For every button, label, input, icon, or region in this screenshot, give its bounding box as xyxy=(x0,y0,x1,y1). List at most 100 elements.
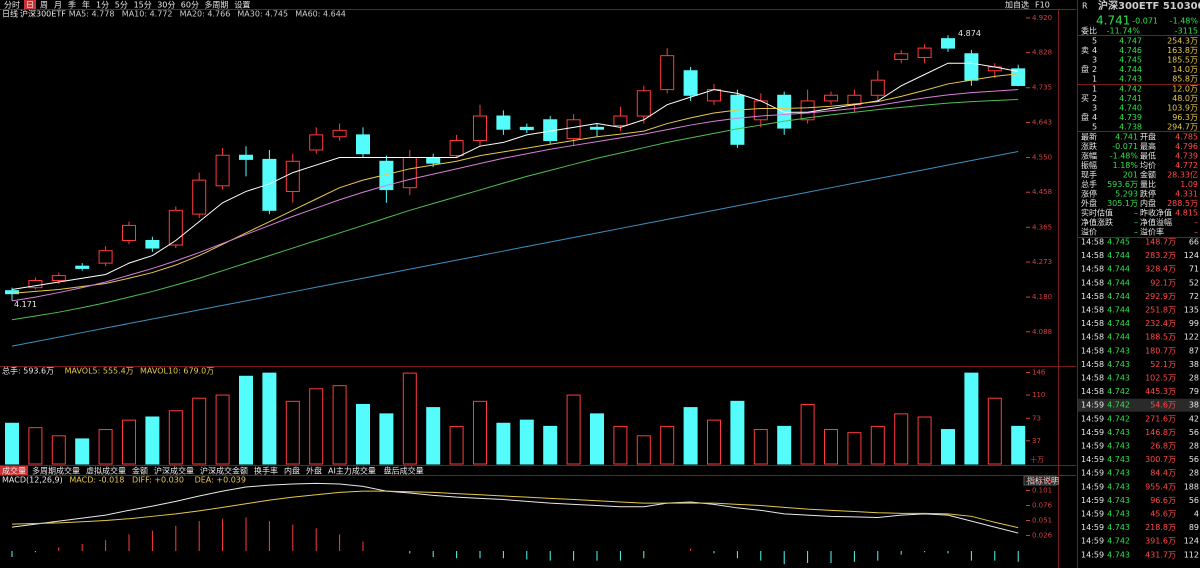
indicator-tab[interactable]: 外盘 xyxy=(306,466,322,476)
candle-body xyxy=(192,179,207,215)
period-tab[interactable]: 月 xyxy=(54,1,62,10)
candle-body xyxy=(285,160,300,192)
indicator-tab[interactable]: 盘后成交量 xyxy=(384,466,424,476)
stat-label: 最新 xyxy=(1081,132,1097,142)
y-tick-label: 0.076 xyxy=(1032,502,1053,510)
period-tab[interactable]: 30分 xyxy=(157,1,175,10)
period-tab[interactable]: 1分 xyxy=(96,1,109,10)
y-tick-label: 4.920 xyxy=(1032,14,1052,22)
volume-bar xyxy=(636,435,651,465)
trade-price: 4.744 xyxy=(1107,265,1130,274)
trade-volume: 955.4万 xyxy=(1145,482,1176,491)
volume-bar xyxy=(285,400,300,465)
candle-body xyxy=(1011,68,1026,86)
trade-time: 14:59 xyxy=(1081,469,1104,478)
y-tick-label: 4.273 xyxy=(1032,258,1052,266)
period-tab[interactable]: 15分 xyxy=(134,1,152,10)
stat-value: 201 xyxy=(1123,171,1138,180)
macd-header: DIFF: +0.030 xyxy=(132,476,184,485)
book-price: 4.746 xyxy=(1119,46,1142,55)
book-level: 4 xyxy=(1092,113,1097,122)
volume-bar xyxy=(356,403,370,465)
indicator-tab[interactable]: 成交量 xyxy=(2,466,26,476)
indicator-tab[interactable]: 金额 xyxy=(132,466,148,476)
volume-bar xyxy=(332,385,347,465)
period-tab[interactable]: 周 xyxy=(40,1,48,10)
y-tick-label: 4.458 xyxy=(1032,188,1052,196)
stat-value: 4.331 xyxy=(1175,190,1198,199)
trade-volume: 431.7万 xyxy=(1145,550,1176,559)
change: -0.071 xyxy=(1132,17,1158,26)
volume-bar xyxy=(309,388,324,465)
period-tab[interactable]: 季 xyxy=(68,0,76,10)
trade-count: 87 xyxy=(1189,346,1199,355)
volume-bar xyxy=(379,413,394,465)
volume-bar xyxy=(964,372,979,465)
volume-bar xyxy=(824,429,838,465)
volume-bar xyxy=(660,425,675,465)
help-button[interactable] xyxy=(1023,475,1057,486)
ma-line xyxy=(11,62,1019,291)
trade-count: 112 xyxy=(1184,550,1199,559)
candle-body xyxy=(613,115,628,126)
trade-price: 4.742 xyxy=(1107,537,1130,546)
tab-active xyxy=(24,0,36,9)
volume-bar xyxy=(98,429,113,465)
trade-volume: 328.4万 xyxy=(1145,265,1176,274)
indicator-tab[interactable]: 虚拟成交量 xyxy=(86,466,126,476)
toolbar-button[interactable]: 加自选 xyxy=(1005,0,1029,10)
trade-time: 14:58 xyxy=(1081,387,1104,396)
candle-body xyxy=(660,55,675,91)
stat-value: 28.33亿 xyxy=(1167,170,1198,180)
trade-price: 4.743 xyxy=(1107,496,1130,505)
stat-value: 4.785 xyxy=(1175,133,1198,142)
trade-volume: 96.6万 xyxy=(1150,496,1176,505)
candle-body xyxy=(941,38,955,49)
help-button-label[interactable]: 指标说明 xyxy=(1027,476,1059,486)
stat-value: 5.293 xyxy=(1115,190,1138,199)
indicator-tab[interactable]: 多周期成交量 xyxy=(32,466,80,476)
indicator-tab[interactable]: 换手率 xyxy=(254,466,278,476)
book-volume: 294.7万 xyxy=(1167,123,1198,132)
trade-count: 42 xyxy=(1189,414,1199,423)
macd-line xyxy=(11,482,1019,534)
trade-volume: 84.4万 xyxy=(1150,469,1176,478)
candle-body xyxy=(824,94,838,102)
volume-bar xyxy=(777,425,792,465)
trade-count: 28 xyxy=(1189,442,1199,451)
trade-volume: 232.4万 xyxy=(1145,319,1176,328)
period-tab[interactable]: 设置 xyxy=(234,0,250,10)
macd-header: DEA: +0.039 xyxy=(195,476,246,485)
stat-value: 1.09 xyxy=(1180,180,1198,189)
ratio-label: 委比 xyxy=(1081,26,1097,36)
y-tick-label: 4.365 xyxy=(1032,223,1052,231)
indicator-tab[interactable]: 沪深成交金额 xyxy=(200,466,248,476)
trade-count: 89 xyxy=(1189,523,1199,532)
book-price: 4.743 xyxy=(1119,75,1142,84)
legend-entry: MA60: 4.644 xyxy=(295,10,346,19)
period-tab[interactable]: 多周期 xyxy=(204,0,228,10)
trade-price: 4.743 xyxy=(1107,455,1130,464)
toolbar-button[interactable]: F10 xyxy=(1035,1,1050,10)
indicator-tab[interactable]: 沪深成交量 xyxy=(154,466,194,476)
last-price: 4.741 xyxy=(1096,14,1130,28)
book-volume: 48.0万 xyxy=(1172,94,1198,103)
indicator-tab[interactable]: 内盘 xyxy=(284,466,300,476)
period-tab[interactable]: 年 xyxy=(82,0,90,10)
candle-body xyxy=(262,158,277,211)
period-tab[interactable]: 5分 xyxy=(115,1,128,10)
candle-body xyxy=(51,275,66,281)
indicator-tab[interactable]: AI主力成交量 xyxy=(328,466,376,476)
period-tab[interactable]: 日 xyxy=(26,1,34,10)
trade-time: 14:58 xyxy=(1081,333,1104,342)
candle-body xyxy=(239,154,253,160)
book-volume: 96.3万 xyxy=(1172,113,1198,122)
book-price: 4.741 xyxy=(1119,94,1142,103)
period-tab[interactable]: 60分 xyxy=(181,1,199,10)
period-tab[interactable]: 分时 xyxy=(4,0,20,10)
candle-body xyxy=(964,53,979,81)
trade-time: 14:58 xyxy=(1081,238,1104,247)
volume-bar xyxy=(683,407,698,465)
y-tick-label: 73 xyxy=(1032,414,1041,422)
